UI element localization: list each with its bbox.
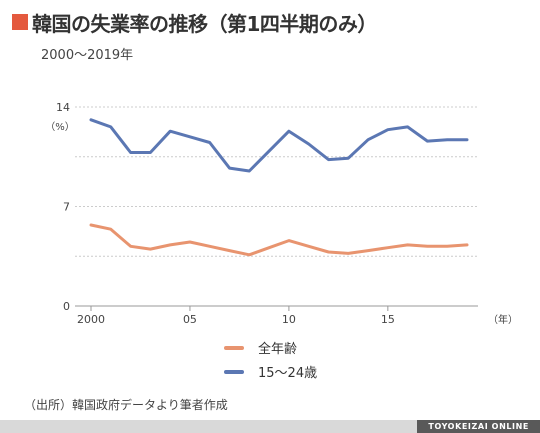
brand-label: TOYOKEIZAI ONLINE	[417, 420, 540, 433]
series-line-youth	[89, 118, 469, 173]
y-axis-label: （%）	[45, 121, 75, 133]
footer-bar	[0, 420, 540, 433]
source-note: （出所）韓国政府データより筆者作成	[24, 398, 228, 412]
x-tick-label: 10	[282, 313, 296, 326]
title-square-icon	[12, 14, 28, 30]
legend-swatch-all-ages	[224, 345, 244, 350]
chart-subtitle: 2000～2019年	[41, 48, 134, 63]
line-chart: 0 7 14 （%） 2000 05 10 15 （年）	[45, 101, 518, 326]
legend-label-youth: 15～24歳	[258, 366, 318, 381]
chart-title: 韓国の失業率の推移（第1四半期のみ）	[32, 11, 377, 36]
x-tick-label: 05	[183, 313, 197, 326]
y-tick-label: 0	[63, 300, 70, 313]
series-line-all-ages	[89, 223, 469, 257]
legend-item-all-ages: 全年齢	[224, 338, 297, 357]
legend-swatch-youth	[224, 369, 244, 374]
legend-label-all-ages: 全年齢	[258, 342, 298, 357]
x-tick-label: 15	[381, 313, 395, 326]
x-tick-label: 2000	[77, 313, 105, 326]
title-row: 韓国の失業率の推移（第1四半期のみ）	[12, 9, 377, 36]
legend-item-youth: 15～24歳	[224, 362, 317, 381]
y-tick-label: 14	[56, 101, 70, 114]
x-axis-label: （年）	[488, 313, 518, 326]
y-tick-label: 7	[63, 201, 70, 214]
